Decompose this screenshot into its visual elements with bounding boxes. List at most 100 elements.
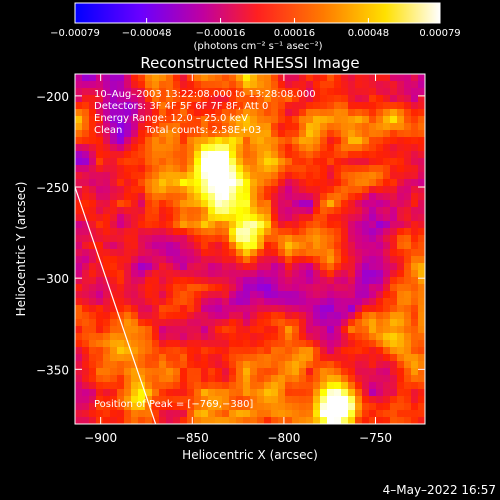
heatmap-cell bbox=[271, 193, 279, 201]
heatmap-cell bbox=[187, 228, 195, 236]
heatmap-cell bbox=[313, 298, 321, 306]
heatmap-cell bbox=[285, 375, 293, 383]
heatmap-cell bbox=[369, 368, 377, 376]
heatmap-cell bbox=[264, 312, 272, 320]
heatmap-cell bbox=[278, 179, 286, 187]
heatmap-cell bbox=[110, 74, 118, 82]
heatmap-cell bbox=[397, 74, 405, 82]
heatmap-cell bbox=[103, 312, 111, 320]
heatmap-cell bbox=[243, 277, 251, 285]
heatmap-cell bbox=[348, 389, 356, 397]
heatmap-cell bbox=[327, 270, 335, 278]
heatmap-cell bbox=[173, 256, 181, 264]
heatmap-cell bbox=[390, 396, 398, 404]
heatmap-cell bbox=[229, 165, 237, 173]
heatmap-cell bbox=[180, 347, 188, 355]
heatmap-cell bbox=[117, 228, 125, 236]
heatmap-cell bbox=[327, 347, 335, 355]
heatmap-cell bbox=[404, 389, 412, 397]
heatmap-cell bbox=[159, 312, 167, 320]
heatmap-cell bbox=[390, 207, 398, 215]
heatmap-cell bbox=[271, 95, 279, 103]
heatmap-cell bbox=[362, 410, 370, 418]
heatmap-cell bbox=[243, 298, 251, 306]
heatmap-cell bbox=[306, 235, 314, 243]
heatmap-cell bbox=[222, 396, 230, 404]
heatmap-cell bbox=[236, 417, 244, 424]
heatmap-cell bbox=[222, 144, 230, 152]
heatmap-cell bbox=[166, 249, 174, 257]
heatmap-cell bbox=[299, 123, 307, 131]
heatmap-cell bbox=[89, 403, 97, 411]
heatmap-cell bbox=[299, 207, 307, 215]
heatmap-cell bbox=[341, 88, 349, 96]
colorbar: −0.00079 −0.00048 −0.00016 0.00016 0.00048 0.… bbox=[50, 2, 461, 52]
heatmap-cell bbox=[110, 403, 118, 411]
heatmap-cell bbox=[397, 417, 405, 424]
heatmap-cell bbox=[411, 179, 419, 187]
heatmap-cell bbox=[152, 88, 160, 96]
heatmap-cell bbox=[222, 165, 230, 173]
heatmap-cell bbox=[341, 298, 349, 306]
heatmap-cell bbox=[397, 410, 405, 418]
heatmap-cell bbox=[334, 277, 342, 285]
heatmap-cell bbox=[131, 347, 139, 355]
heatmap-cell bbox=[138, 151, 146, 159]
colorbar-frame bbox=[74, 2, 441, 24]
heatmap-cell bbox=[397, 88, 405, 96]
heatmap-cell bbox=[320, 165, 328, 173]
heatmap-cell bbox=[362, 347, 370, 355]
heatmap-cell bbox=[418, 116, 425, 124]
solar-limb-line bbox=[75, 186, 157, 424]
heatmap-cell bbox=[390, 347, 398, 355]
heatmap-cell bbox=[236, 116, 244, 124]
heatmap-cell bbox=[208, 291, 216, 299]
heatmap-cell bbox=[96, 200, 104, 208]
heatmap-cell bbox=[299, 375, 307, 383]
heatmap-cell bbox=[138, 81, 146, 89]
heatmap-cell bbox=[131, 81, 139, 89]
heatmap-cell bbox=[383, 256, 391, 264]
heatmap-cell bbox=[369, 207, 377, 215]
heatmap-cell bbox=[103, 172, 111, 180]
heatmap-cell bbox=[285, 291, 293, 299]
heatmap-cell bbox=[271, 382, 279, 390]
heatmap-cell bbox=[341, 396, 349, 404]
heatmap-cell bbox=[138, 263, 146, 271]
heatmap-cell bbox=[75, 165, 83, 173]
heatmap-cell bbox=[138, 312, 146, 320]
heatmap-cell bbox=[376, 151, 384, 159]
heatmap-cell bbox=[110, 186, 118, 194]
heatmap-cell bbox=[355, 130, 363, 138]
x-tick-label: −900 bbox=[84, 431, 117, 445]
heatmap-cell bbox=[264, 88, 272, 96]
heatmap-cell bbox=[250, 382, 258, 390]
heatmap-cell bbox=[103, 179, 111, 187]
colorbar-tick-label: −0.00016 bbox=[196, 28, 246, 39]
heatmap-cell bbox=[299, 263, 307, 271]
heatmap-cell bbox=[159, 256, 167, 264]
heatmap-cell bbox=[264, 235, 272, 243]
heatmap-cell bbox=[320, 88, 328, 96]
heatmap-cell bbox=[320, 116, 328, 124]
heatmap-cell bbox=[194, 95, 202, 103]
heatmap-cell bbox=[75, 312, 83, 320]
heatmap-cell bbox=[362, 270, 370, 278]
heatmap-cell bbox=[229, 74, 237, 82]
heatmap-cell bbox=[390, 109, 398, 117]
heatmap-cell bbox=[313, 172, 321, 180]
heatmap-cell bbox=[222, 270, 230, 278]
heatmap-cell bbox=[285, 179, 293, 187]
heatmap-cell bbox=[187, 389, 195, 397]
heatmap-cell bbox=[110, 347, 118, 355]
heatmap-cell bbox=[292, 389, 300, 397]
heatmap-cell bbox=[271, 305, 279, 313]
heatmap-cell bbox=[89, 312, 97, 320]
heatmap-cell bbox=[418, 361, 425, 369]
heatmap-cell bbox=[369, 305, 377, 313]
heatmap-cell bbox=[152, 158, 160, 166]
heatmap-cell bbox=[229, 410, 237, 418]
heatmap-cell bbox=[404, 242, 412, 250]
heatmap-cell bbox=[376, 144, 384, 152]
heatmap-cell bbox=[341, 305, 349, 313]
